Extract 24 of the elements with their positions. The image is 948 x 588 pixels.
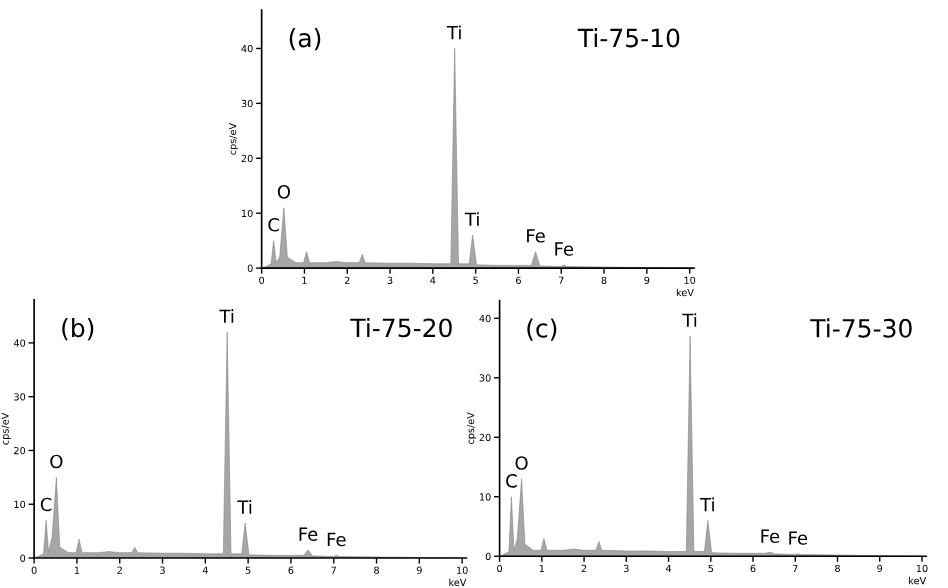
annotation: Fe bbox=[299, 527, 318, 541]
annotation: O bbox=[277, 185, 290, 199]
annotation: (b) bbox=[62, 317, 94, 341]
annotation: Ti bbox=[464, 212, 479, 226]
text: Ti-75-20 bbox=[350, 317, 452, 338]
text: Ti-75-30 bbox=[810, 318, 912, 338]
annotation: Fe bbox=[327, 532, 346, 547]
annotation: Fe bbox=[761, 529, 780, 544]
annotation: Ti bbox=[219, 309, 234, 323]
annotation: Fe bbox=[789, 531, 808, 545]
annotation: Ti bbox=[700, 497, 714, 512]
annotation: C bbox=[40, 497, 52, 512]
annotation: O bbox=[515, 456, 528, 470]
annotation: Ti bbox=[682, 313, 697, 327]
annotation: (a) bbox=[289, 28, 321, 51]
annotation: C bbox=[506, 474, 517, 488]
annotation: Ti bbox=[446, 25, 461, 40]
annotation: Ti bbox=[237, 500, 252, 514]
annotation: Fe bbox=[555, 242, 574, 256]
annotation: C bbox=[268, 217, 279, 232]
annotation: (c) bbox=[527, 318, 557, 341]
annotation: O bbox=[50, 454, 63, 469]
text: Ti-75-10 bbox=[577, 28, 680, 48]
annotation: Fe bbox=[527, 229, 545, 243]
